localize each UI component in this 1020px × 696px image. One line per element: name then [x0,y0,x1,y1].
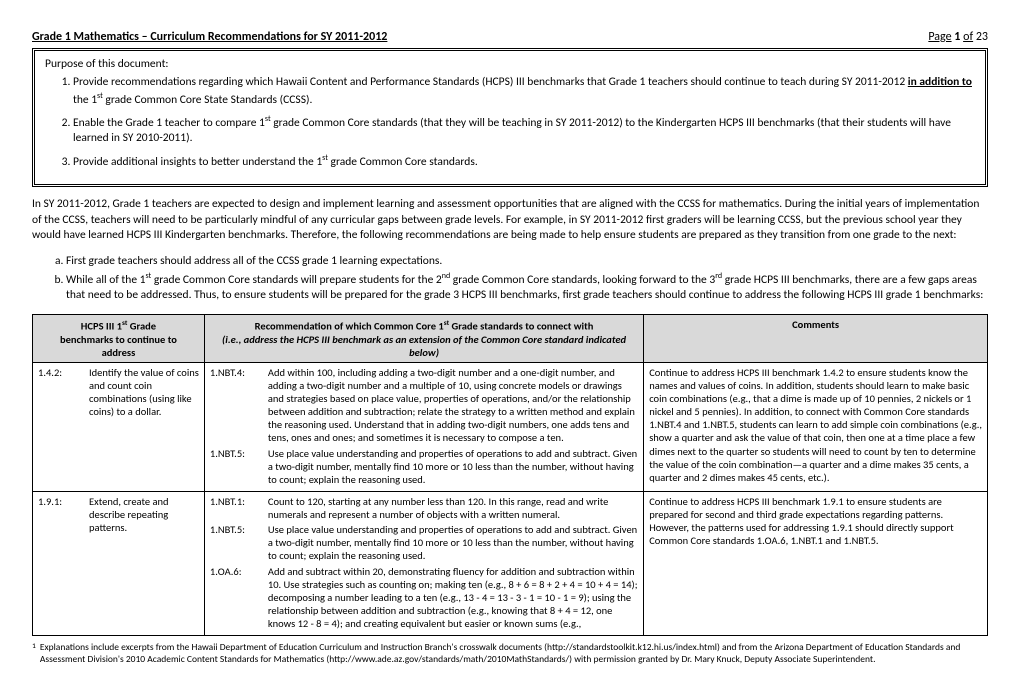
table-header-col1: HCPS III 1st Grade benchmarks to continu… [33,314,205,362]
footnote: 1 Explanations include excerpts from the… [32,642,988,666]
comment-cell: Continue to address HCPS III benchmark 1… [644,491,988,635]
purpose-list: Provide recommendations regarding which … [45,75,975,170]
sublist-item: While all of the 1st grade Common Core s… [66,271,988,304]
comment-cell: Continue to address HCPS III benchmark 1… [644,362,988,491]
document-title: Grade 1 Mathematics – Curriculum Recomme… [32,30,387,44]
purpose-item: Enable the Grade 1 teacher to compare 1s… [73,114,975,147]
standards-table: HCPS III 1st Grade benchmarks to continu… [32,314,988,636]
sublist-item: First grade teachers should address all … [66,254,988,270]
intro-paragraph: In SY 2011-2012, Grade 1 teachers are ex… [32,197,988,244]
standards-cell: 1.NBT.1: Count to 120, starting at any n… [204,491,643,635]
benchmark-cell: 1.9.1: Extend, create and describe repea… [33,491,205,635]
table-row: 1.9.1: Extend, create and describe repea… [33,491,988,635]
purpose-item: Provide recommendations regarding which … [73,75,975,108]
document-header: Grade 1 Mathematics – Curriculum Recomme… [32,30,988,44]
purpose-item: Provide additional insights to better un… [73,153,975,170]
standards-cell: 1.NBT.4: Add within 100, including addin… [204,362,643,491]
table-row: 1.4.2: Identify the value of coins and c… [33,362,988,491]
purpose-box: Purpose of this document: Provide recomm… [32,48,988,187]
table-header-col2: Recommendation of which Common Core 1st … [204,314,643,362]
footnote-text: Explanations include excerpts from the H… [40,642,988,666]
recommendation-sublist: First grade teachers should address all … [32,254,988,304]
table-header-col3: Comments [644,314,988,362]
page-indicator: Page 1 of 23 [928,30,988,44]
benchmark-cell: 1.4.2: Identify the value of coins and c… [33,362,205,491]
purpose-heading: Purpose of this document: [45,57,975,71]
